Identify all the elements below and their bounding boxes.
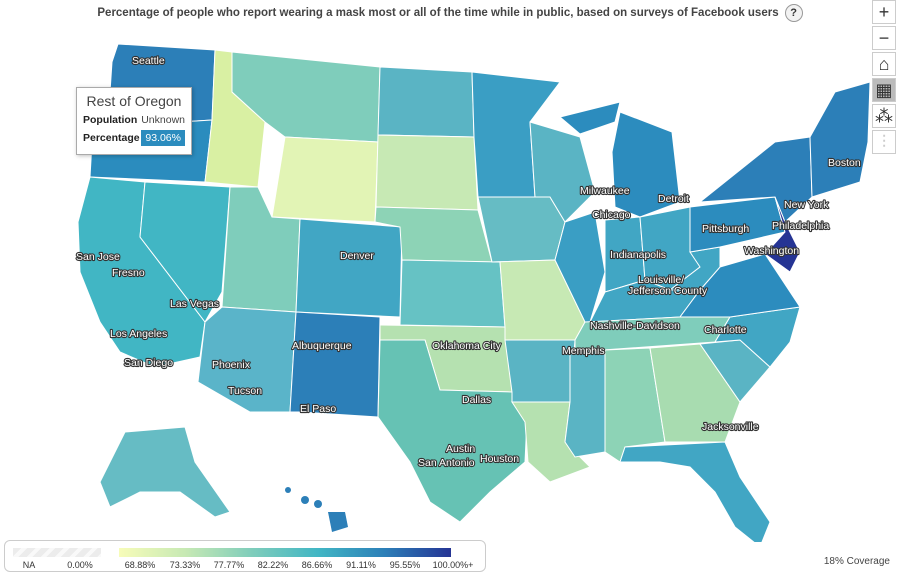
city-label: Denver — [340, 250, 374, 262]
legend-stop-label: 73.33% — [169, 560, 201, 570]
city-label: Houston — [480, 453, 519, 465]
zoom-out-button[interactable]: − — [872, 26, 896, 50]
city-label: Philadelphia — [772, 220, 829, 232]
map-area[interactable]: Seattle San Jose Fresno Las Vegas Los Angele… — [0, 22, 870, 542]
city-label: Dallas — [462, 394, 491, 406]
tooltip-population-value: Unknown — [141, 114, 185, 126]
state-texas[interactable] — [377, 339, 529, 523]
legend-color-ramp — [119, 548, 451, 557]
state-south-dakota[interactable] — [375, 134, 479, 211]
city-label: Pittsburgh — [702, 223, 749, 235]
city-label: Jacksonville — [702, 421, 759, 433]
state-new-mexico[interactable] — [289, 311, 381, 418]
tooltip-title: Rest of Oregon — [86, 93, 182, 109]
city-labels: Seattle San Jose Fresno Las Vegas Los Angele… — [75, 54, 862, 470]
legend-stop-label: 86.66% — [301, 560, 333, 570]
city-label: Oklahoma City — [432, 340, 502, 352]
map-toolbar: + − ⌂ ▦ ⁂ ⫶ — [872, 0, 896, 154]
city-label: Detroit — [658, 193, 689, 205]
city-label: San Antonio — [418, 457, 475, 469]
city-label: Tucson — [228, 385, 262, 397]
legend-stop-label: 95.55% — [389, 560, 421, 570]
city-label: Memphis — [562, 345, 605, 357]
city-label: Phoenix — [212, 359, 251, 371]
state-iowa[interactable] — [477, 196, 566, 263]
us-map[interactable]: Seattle San Jose Fresno Las Vegas Los Angele… — [0, 22, 870, 542]
city-label: Seattle — [132, 55, 165, 67]
city-label: Boston — [828, 157, 861, 169]
coverage-label: 18% Coverage — [823, 556, 890, 567]
city-label: Chicago — [592, 209, 631, 221]
state-mid-atlantic[interactable] — [764, 196, 801, 273]
tooltip-population-label: Population — [83, 114, 138, 126]
tooltip-percentage-value: 93.06% — [141, 130, 185, 146]
city-label: Las Vegas — [170, 298, 219, 310]
state-pennsylvania[interactable] — [689, 196, 786, 253]
city-label: Austin — [446, 443, 475, 455]
city-label: Indianapolis — [610, 249, 666, 261]
legend-labels: NA 0.00% 68.88% 73.33% 77.77% 82.22% 86.… — [5, 560, 487, 572]
state-kansas[interactable] — [399, 259, 506, 328]
legend-stop-label: 100.00%+ — [432, 560, 474, 570]
city-label: Albuquerque — [292, 340, 352, 352]
state-nevada[interactable] — [139, 181, 231, 323]
map-title: Percentage of people who report wearing … — [97, 7, 779, 19]
city-label: New York — [784, 199, 829, 211]
city-label: Nashville-Davidson — [590, 320, 680, 332]
zoom-in-button[interactable]: + — [872, 0, 896, 24]
tooltip-percentage-label: Percentage — [83, 132, 140, 144]
state-colorado[interactable] — [295, 218, 403, 318]
city-label: Washington — [744, 245, 799, 257]
region-tooltip: Rest of Oregon Population Unknown Percen… — [76, 87, 192, 155]
state-wyoming[interactable] — [271, 136, 379, 223]
choropleth-view-button[interactable]: ▦ — [872, 78, 896, 102]
city-label: Louisville/ — [638, 274, 684, 286]
legend-stop-label: 0.00% — [67, 560, 93, 570]
legend-na-swatch — [13, 548, 101, 557]
home-button[interactable]: ⌂ — [872, 52, 896, 76]
tooltip-percentage-row: Percentage 93.06% — [83, 130, 185, 146]
legend-na-label: NA — [22, 560, 36, 570]
state-north-dakota[interactable] — [377, 66, 475, 138]
city-label: El Paso — [300, 403, 336, 415]
state-florida[interactable] — [619, 441, 771, 542]
map-title-bar: Percentage of people who report wearing … — [0, 4, 900, 22]
state-hawaii[interactable] — [285, 487, 348, 532]
city-label: Los Angeles — [110, 328, 167, 340]
city-label: San Jose — [76, 251, 120, 263]
tooltip-population-row: Population Unknown — [83, 114, 185, 126]
legend-stop-label: 82.22% — [257, 560, 289, 570]
spike-view-button[interactable]: ⫶ — [872, 130, 896, 154]
city-label: San Diego — [124, 357, 173, 369]
state-mississippi[interactable] — [564, 349, 606, 458]
legend-stop-label: 91.11% — [346, 560, 376, 570]
city-label: Jefferson County — [628, 285, 708, 297]
city-label: Fresno — [112, 267, 145, 279]
state-alaska[interactable] — [99, 426, 231, 518]
state-new-england[interactable] — [809, 81, 870, 198]
city-label: Charlotte — [704, 324, 747, 336]
city-label: Milwaukee — [580, 185, 630, 197]
contiguous-us — [77, 43, 870, 542]
legend-stop-label: 68.88% — [124, 560, 156, 570]
legend-stop-label: 77.77% — [213, 560, 245, 570]
color-legend: NA 0.00% 68.88% 73.33% 77.77% 82.22% 86.… — [4, 540, 486, 572]
state-georgia[interactable] — [649, 343, 741, 443]
help-icon[interactable]: ? — [784, 4, 803, 22]
bubble-view-button[interactable]: ⁂ — [872, 104, 896, 128]
